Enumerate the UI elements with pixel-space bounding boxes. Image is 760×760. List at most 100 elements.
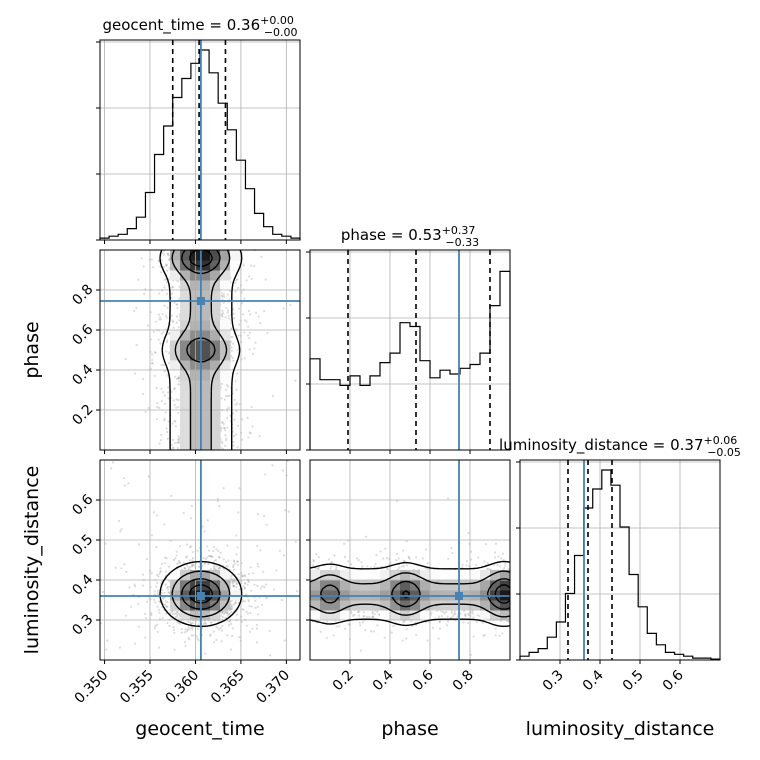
- scatter-point: [397, 557, 400, 560]
- density-cell: [200, 430, 211, 441]
- scatter-point: [144, 636, 147, 639]
- scatter-point: [173, 631, 176, 634]
- scatter-point: [163, 523, 166, 526]
- scatter-point: [118, 646, 122, 649]
- scatter-point: [197, 623, 200, 626]
- scatter-point: [221, 291, 224, 295]
- scatter-point: [317, 556, 320, 559]
- scatter-point: [226, 417, 229, 420]
- scatter-point: [366, 565, 369, 568]
- scatter-point: [235, 534, 238, 537]
- scatter-point: [253, 264, 256, 268]
- density-cell: [210, 420, 221, 431]
- scatter-point: [471, 612, 475, 615]
- scatter-point: [494, 627, 497, 630]
- scatter-point: [177, 440, 180, 443]
- scatter-point: [221, 615, 224, 618]
- scatter-point: [146, 600, 149, 603]
- scatter-point: [450, 616, 453, 619]
- scatter-point: [369, 630, 373, 633]
- scatter-point: [353, 613, 356, 617]
- scatter-point: [332, 634, 335, 637]
- scatter-point: [230, 574, 233, 577]
- density-cell: [350, 570, 361, 581]
- density-cell: [200, 600, 211, 611]
- scatter-point: [176, 610, 179, 613]
- scatter-point: [238, 402, 241, 406]
- scatter-point: [163, 417, 166, 420]
- scatter-point: [244, 582, 247, 585]
- scatter-point: [240, 302, 243, 305]
- scatter-point: [234, 601, 237, 604]
- scatter-point: [256, 605, 259, 608]
- scatter-point: [158, 611, 161, 614]
- scatter-point: [175, 315, 179, 318]
- scatter-point: [174, 420, 177, 423]
- scatter-point: [283, 639, 286, 642]
- scatter-point: [221, 624, 224, 627]
- scatter-point: [162, 330, 165, 334]
- scatter-point: [225, 306, 228, 310]
- scatter-point: [120, 528, 123, 531]
- scatter-point: [259, 322, 262, 325]
- scatter-point: [209, 567, 212, 571]
- scatter-point: [167, 259, 171, 262]
- scatter-point: [178, 441, 181, 444]
- density-cell: [200, 380, 211, 391]
- scatter-point: [154, 351, 157, 354]
- density-cell: [460, 580, 471, 591]
- scatter-point: [242, 574, 245, 578]
- density-cell: [490, 580, 501, 591]
- scatter-point: [438, 620, 441, 624]
- scatter-point: [223, 427, 226, 430]
- scatter-point: [294, 540, 297, 543]
- scatter-point: [325, 620, 329, 623]
- density-cell: [170, 350, 181, 361]
- scatter-point: [146, 324, 149, 327]
- density-cell: [200, 360, 211, 371]
- scatter-point: [155, 585, 158, 588]
- density-cell: [500, 600, 511, 611]
- density-cell: [500, 610, 511, 621]
- scatter-point: [215, 548, 218, 551]
- density-cell: [210, 330, 221, 341]
- axes-layer: [96, 39, 721, 664]
- scatter-point: [371, 610, 374, 613]
- scatter-point: [221, 315, 224, 318]
- scatter-point: [317, 567, 320, 571]
- density-cell: [340, 580, 351, 591]
- density-cell: [170, 330, 181, 341]
- scatter-point: [237, 511, 240, 514]
- scatter-point: [207, 549, 211, 552]
- scatter-point: [498, 634, 501, 638]
- density-cell: [200, 270, 211, 281]
- scatter-point: [165, 292, 168, 295]
- density-cell: [310, 580, 321, 591]
- scatter-point: [157, 593, 160, 596]
- scatter-point: [230, 607, 233, 611]
- scatter-point: [170, 494, 173, 497]
- scatter-point: [185, 543, 189, 546]
- scatter-point: [247, 275, 251, 278]
- scatter-point: [145, 558, 149, 561]
- scatter-point: [390, 631, 393, 634]
- scatter-point: [226, 293, 229, 296]
- density-cell: [410, 610, 421, 621]
- scatter-point: [150, 572, 153, 575]
- scatter-point: [255, 311, 258, 314]
- scatter-point: [227, 613, 230, 616]
- scatter-point: [157, 338, 160, 341]
- scatter-point: [383, 636, 386, 639]
- scatter-point: [225, 437, 228, 440]
- density-cell: [210, 440, 221, 451]
- scatter-point: [185, 630, 189, 633]
- scatter-point: [197, 639, 200, 642]
- scatter-point: [221, 441, 224, 445]
- scatter-point: [415, 633, 418, 637]
- scatter-point: [162, 596, 165, 599]
- density-cell: [170, 340, 181, 351]
- scatter-point: [502, 558, 505, 562]
- scatter-point: [177, 621, 180, 625]
- scatter-point: [232, 308, 235, 311]
- scatter-point: [141, 573, 145, 576]
